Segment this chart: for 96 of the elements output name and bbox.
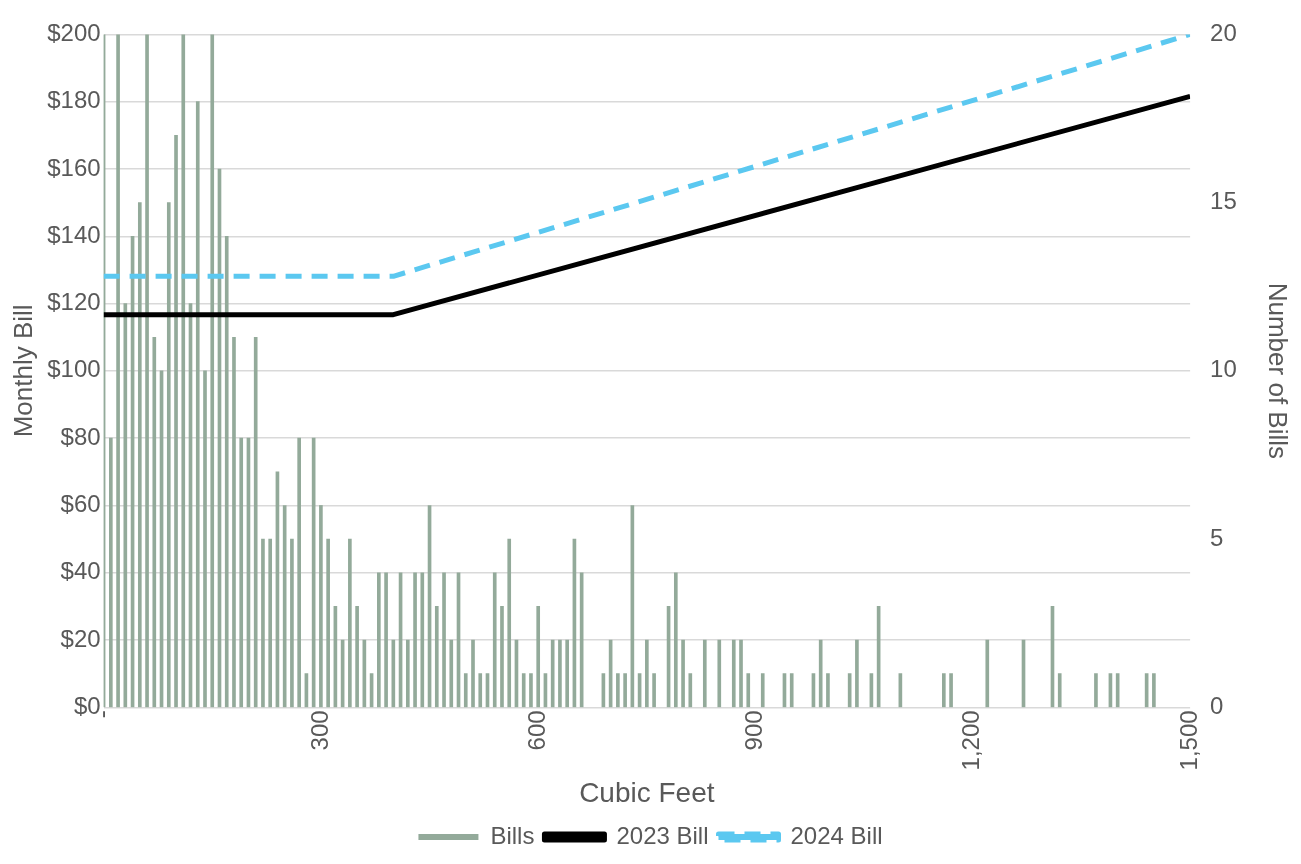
bar <box>673 572 678 708</box>
bar <box>297 437 301 708</box>
bar <box>290 538 294 708</box>
bar <box>116 34 120 708</box>
bar <box>623 673 627 708</box>
bar <box>746 673 751 708</box>
y2-tick-label: 20 <box>1210 19 1237 47</box>
bar <box>203 370 207 708</box>
bar <box>492 572 497 708</box>
bar <box>319 505 323 708</box>
bar <box>355 606 359 708</box>
x-axis-title: Cubic Feet <box>579 776 715 808</box>
bar <box>239 437 244 708</box>
x-tick-label: 300 <box>305 710 333 751</box>
bar <box>174 135 178 708</box>
legend-label: 2023 Bill <box>616 821 709 849</box>
y-tick-label: $120 <box>47 288 101 316</box>
x-tick-label: 1,500 <box>1174 710 1202 771</box>
bar <box>145 34 149 708</box>
bar <box>391 639 396 708</box>
bar <box>449 639 454 708</box>
y-tick-label: $180 <box>47 86 101 114</box>
bar <box>681 639 685 708</box>
bar <box>282 505 287 708</box>
bar <box>268 538 273 708</box>
bar <box>224 235 229 708</box>
y-tick-label: $140 <box>47 220 101 248</box>
bar <box>702 639 707 708</box>
bar <box>507 538 512 708</box>
bar <box>384 572 388 708</box>
bar <box>652 673 656 708</box>
y2-tick-label: 0 <box>1210 691 1224 719</box>
bar <box>253 336 258 708</box>
bar <box>478 673 483 708</box>
bar <box>500 606 504 708</box>
y-tick-label: $200 <box>47 19 101 47</box>
bar <box>413 572 417 708</box>
bar <box>471 639 475 708</box>
bar <box>232 336 236 708</box>
bar <box>210 34 215 708</box>
bar <box>789 673 794 708</box>
bar <box>731 639 736 708</box>
legend-label: 2024 Bill <box>790 821 883 849</box>
y-tick-label: $20 <box>60 624 101 652</box>
bar <box>717 639 722 708</box>
bar <box>377 572 381 708</box>
y-tick-label: $40 <box>60 557 101 585</box>
bar <box>645 639 649 708</box>
bar <box>521 673 526 708</box>
y2-tick-label: 10 <box>1210 355 1237 383</box>
bar <box>558 639 562 708</box>
bar <box>565 639 569 708</box>
y2-tick-label: 15 <box>1210 187 1237 215</box>
bar <box>855 639 859 708</box>
bar <box>195 101 200 708</box>
y-tick-label: $100 <box>47 355 101 383</box>
bar <box>826 673 830 708</box>
x-tick-label: 900 <box>740 710 768 751</box>
y2-axis-title: Number of Bills <box>1263 282 1294 460</box>
bar <box>818 639 823 708</box>
bar <box>463 673 468 708</box>
bar <box>137 202 142 708</box>
bar <box>181 34 186 708</box>
bar <box>420 572 425 708</box>
bar <box>152 336 157 708</box>
y-tick-label: $80 <box>60 422 101 450</box>
bar <box>109 437 113 708</box>
bar <box>985 639 990 708</box>
bar <box>434 606 439 708</box>
bar <box>550 639 555 708</box>
x-tick-label: 1,200 <box>957 710 985 771</box>
bar <box>536 606 541 708</box>
bar <box>529 673 533 708</box>
bar <box>616 673 620 708</box>
bar <box>405 639 410 708</box>
y-tick-label: $160 <box>47 153 101 181</box>
bar <box>739 639 743 708</box>
legend-label: Bills <box>490 821 535 849</box>
bar <box>1115 673 1120 708</box>
bar <box>942 673 946 708</box>
bar <box>949 673 953 708</box>
bar <box>1094 673 1098 708</box>
bar <box>123 303 128 708</box>
bar <box>261 538 265 708</box>
y2-tick-label: 5 <box>1210 523 1224 551</box>
bar <box>1152 673 1156 708</box>
bar <box>348 538 352 708</box>
bar <box>326 538 330 708</box>
bar <box>760 673 765 708</box>
y-tick-label: $60 <box>60 490 101 518</box>
y-axis-title: Monthly Bill <box>7 304 38 438</box>
bar <box>1057 673 1062 708</box>
bar <box>688 673 693 708</box>
bar <box>442 572 446 708</box>
bar <box>166 202 171 708</box>
x-tick-label: 600 <box>522 710 550 751</box>
